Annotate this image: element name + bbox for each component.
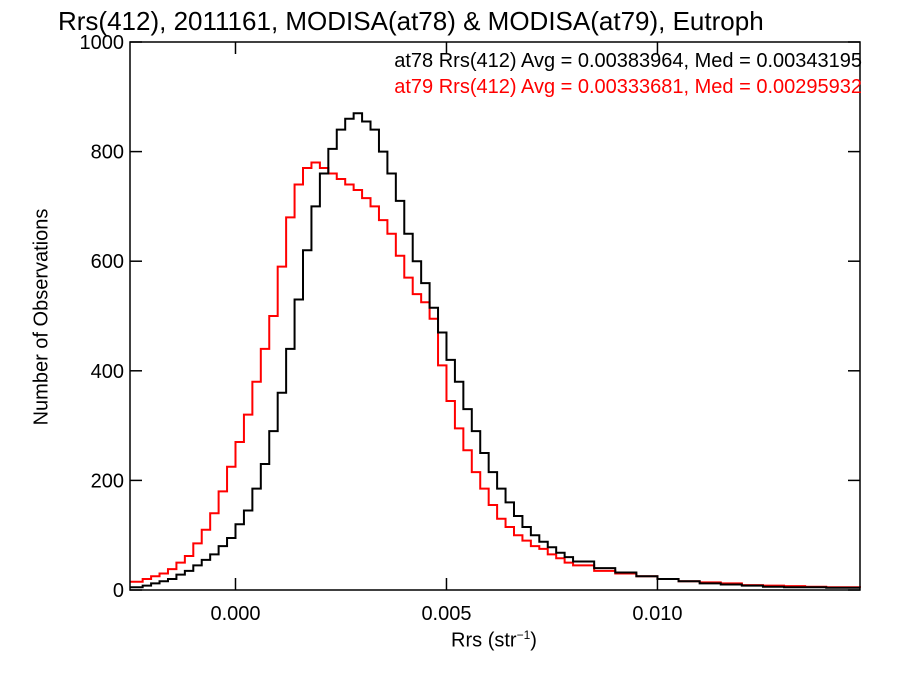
x-tick-label: 0.005 [421, 603, 471, 625]
plot-frame [129, 41, 861, 591]
y-axis-label: Number of Observations [30, 208, 53, 426]
y-axis-ticks: 0 200 400 600 800 1000 [80, 32, 860, 602]
y-tick-label: 0 [113, 580, 124, 602]
y-tick-label: 200 [91, 470, 124, 492]
x-axis-label: Rrs (str−1) [451, 628, 537, 653]
x-axis-label-base: Rrs (str [451, 629, 517, 652]
series-layer [130, 112, 861, 589]
y-tick-label: 800 [91, 142, 124, 164]
x-tick-label: 0.000 [210, 603, 260, 625]
x-axis-ticks: 0.000 0.005 0.010 [210, 42, 682, 625]
series-line-at78 [130, 112, 860, 589]
legend-entry-at78: at78 Rrs(412) Avg = 0.00383964, Med = 0.… [394, 50, 862, 72]
y-tick-label: 600 [91, 251, 124, 273]
x-axis-label-exponent: −1 [516, 628, 531, 642]
legend-entry-at79: at79 Rrs(412) Avg = 0.00333681, Med = 0.… [394, 76, 862, 98]
x-axis-label-close: ) [530, 629, 537, 652]
y-tick-label: 400 [91, 361, 124, 383]
x-tick-label: 0.010 [632, 603, 682, 625]
y-tick-label: 1000 [80, 32, 125, 54]
chart-title: Rrs(412), 2011161, MODISA(at78) & MODISA… [58, 6, 764, 36]
